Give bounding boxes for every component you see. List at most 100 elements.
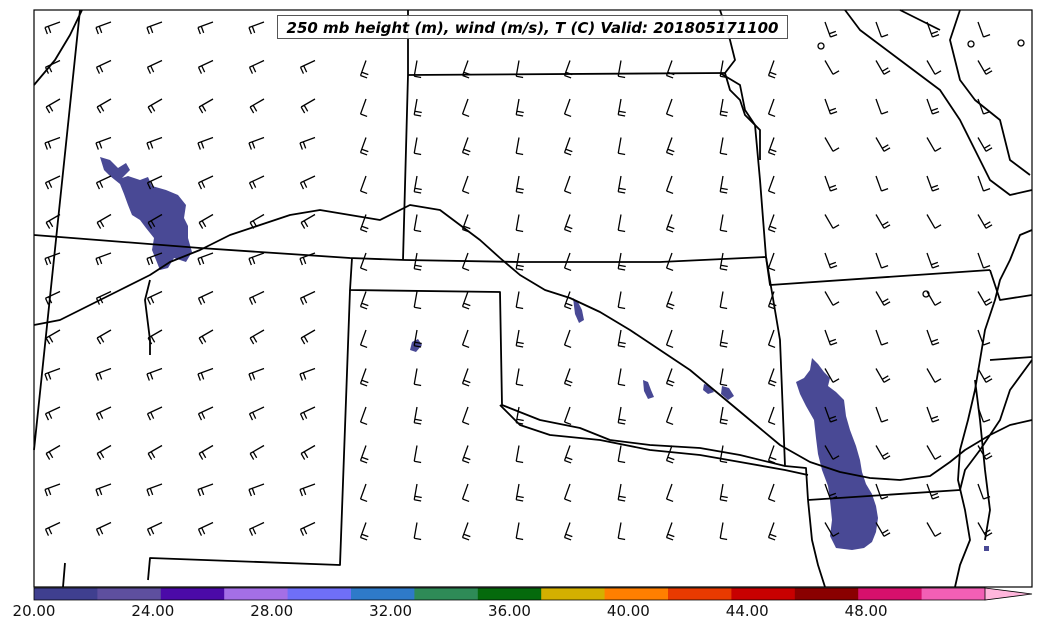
wind-barb xyxy=(926,406,940,423)
wind-barb xyxy=(617,137,626,156)
wind-barb xyxy=(617,98,626,117)
wind-barb xyxy=(665,483,674,503)
wind-barb xyxy=(977,445,993,460)
wind-barb xyxy=(198,329,214,345)
border-wi-mi xyxy=(899,9,941,31)
wind-barb xyxy=(563,214,573,233)
wind-barb xyxy=(563,98,572,118)
wind-barb xyxy=(147,444,163,460)
wind-barb xyxy=(413,522,422,541)
colorbar-tick-label: 40.00 xyxy=(606,602,650,620)
wind-barb xyxy=(45,444,61,460)
wind-barb xyxy=(461,137,471,156)
wind-barb xyxy=(146,175,163,190)
wind-barb xyxy=(197,252,214,266)
colorbar-tick-label: 44.00 xyxy=(725,602,769,620)
wind-barb xyxy=(824,483,838,500)
wind-barb xyxy=(248,483,265,497)
wind-barb xyxy=(44,175,61,190)
wind-barb xyxy=(977,368,993,383)
wind-barb xyxy=(461,522,471,541)
border-il-west xyxy=(949,9,1031,176)
wind-barb xyxy=(461,60,471,79)
wind-barb xyxy=(563,291,573,310)
wind-barb xyxy=(563,137,573,156)
wind-barb xyxy=(563,175,572,195)
colorbar-segment xyxy=(477,588,542,600)
wind-barb xyxy=(617,522,626,541)
border-ok-panhandle xyxy=(349,257,786,467)
wind-barb xyxy=(248,521,265,536)
wind-barb xyxy=(359,522,369,541)
wind-barb xyxy=(719,252,728,271)
wind-barb xyxy=(461,175,470,195)
wind-barb xyxy=(197,136,214,150)
wind-barb xyxy=(926,214,942,229)
border-tx-sw xyxy=(62,562,66,588)
wind-barb xyxy=(44,21,61,35)
wind-barb xyxy=(44,521,61,536)
wind-barb xyxy=(198,444,214,460)
wind-barb xyxy=(299,483,316,497)
wind-barb xyxy=(824,522,840,537)
wind-barb xyxy=(95,21,112,35)
river-canadian xyxy=(144,279,151,355)
wind-barb xyxy=(95,290,112,305)
colorbar-segment xyxy=(351,588,415,600)
wind-barb xyxy=(413,483,422,502)
wind-barb xyxy=(96,98,112,114)
wind-barb xyxy=(719,329,728,348)
temp-area-kansas-4 xyxy=(721,386,734,400)
wind-barb xyxy=(824,60,840,75)
wind-barb xyxy=(359,175,368,195)
border-tn-south xyxy=(989,356,1033,361)
wind-barb xyxy=(359,291,369,310)
wind-barb xyxy=(299,136,316,150)
wind-barb xyxy=(461,368,471,387)
wind-barb xyxy=(299,406,316,421)
wind-barb xyxy=(96,213,112,229)
wind-barb xyxy=(719,368,728,387)
wind-barb xyxy=(824,175,838,192)
wind-barb xyxy=(617,368,626,387)
wind-barb xyxy=(665,368,675,387)
wind-barb xyxy=(767,522,777,541)
wind-barb xyxy=(719,137,728,156)
wind-barb xyxy=(665,175,674,195)
wind-barb xyxy=(563,445,573,464)
wind-barb xyxy=(45,98,61,114)
wind-barb xyxy=(977,291,993,306)
wind-barb xyxy=(665,291,675,310)
colorbar-segment xyxy=(160,588,225,600)
wind-barb xyxy=(44,252,61,266)
temp-area-kansas-1 xyxy=(573,298,584,323)
wind-barb xyxy=(563,406,572,426)
wind-barb xyxy=(95,59,112,74)
wind-barb xyxy=(515,98,524,117)
wind-barb xyxy=(977,406,991,423)
wind-barb xyxy=(563,522,573,541)
border-mo-east xyxy=(844,9,1033,196)
wind-barb xyxy=(767,406,776,426)
wind-barb xyxy=(719,291,728,310)
wind-barb xyxy=(824,137,840,152)
wind-barb xyxy=(719,60,728,79)
wind-barb xyxy=(300,329,316,345)
wind-barb xyxy=(197,483,214,497)
wind-barb xyxy=(95,136,112,150)
wind-barb xyxy=(977,21,991,38)
colorbar-segment xyxy=(668,588,732,600)
wind-barb xyxy=(248,290,265,305)
wind-barb xyxy=(617,252,626,271)
wind-barb xyxy=(95,521,112,536)
wind-barb xyxy=(719,406,728,425)
wind-barb xyxy=(926,445,942,460)
wind-barb xyxy=(249,98,265,114)
wind-barb xyxy=(926,522,942,537)
wind-barb xyxy=(359,60,369,79)
wind-barb xyxy=(926,329,940,346)
wind-barb xyxy=(767,98,776,118)
wind-barb xyxy=(926,368,942,383)
wind-barb xyxy=(95,175,112,190)
wind-barb xyxy=(977,252,991,269)
